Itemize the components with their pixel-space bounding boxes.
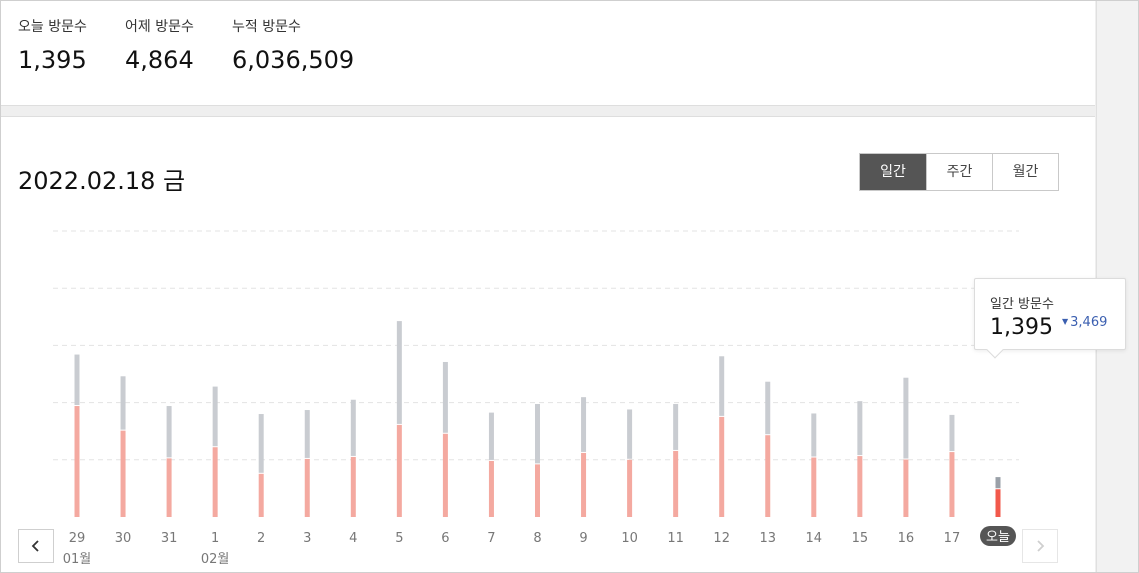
bar-total (581, 397, 587, 452)
x-tick-label: 12 (713, 531, 730, 546)
x-tick-label: 16 (898, 531, 915, 546)
tab-weekly[interactable]: 주간 (926, 154, 992, 190)
bar-total (396, 321, 402, 424)
yesterday-visits-label: 어제 방문수 (125, 19, 194, 35)
next-period-button[interactable] (1022, 529, 1058, 563)
bar-total (949, 414, 955, 452)
today-visits-stat: 오늘 방문수 1,395 (18, 16, 87, 74)
bar-segment (857, 456, 863, 517)
yesterday-visits-stat: 어제 방문수 4,864 (125, 16, 194, 74)
bar-total (765, 381, 771, 435)
bar-segment (442, 433, 448, 517)
bar-total (811, 413, 817, 457)
bar-segment (350, 456, 356, 517)
chevron-left-icon (31, 540, 39, 552)
month-label: 02월 (201, 552, 230, 567)
total-visits-label: 누적 방문수 (232, 19, 301, 35)
bar-total (857, 401, 863, 456)
month-label: 01월 (63, 552, 92, 567)
x-tick-label: 4 (349, 531, 357, 546)
x-tick-label: 1 (211, 531, 219, 546)
bar-total (74, 354, 80, 406)
bar-total (120, 376, 126, 430)
visits-chart-card: 2022.02.18 금 일간 주간 월간 29 30 31 1 2 3 4 5 6 7 8 9 10 1… (1, 116, 1095, 572)
bar-segment (120, 430, 126, 517)
x-tick-label: 31 (161, 531, 178, 546)
x-tick-label: 13 (759, 531, 776, 546)
tab-monthly[interactable]: 월간 (992, 154, 1058, 190)
bar-total (258, 414, 264, 473)
total-visits-value: 6,036,509 (232, 46, 355, 74)
bar-total (304, 410, 310, 458)
total-visits-stat: 누적 방문수 6,036,509 (232, 16, 354, 74)
tooltip-label: 일간 방문수 (990, 297, 1054, 312)
chart-date-title: 2022.02.18 금 (18, 167, 186, 195)
daily-visits-tooltip: 일간 방문수 1,395 ▼ 3,469 (974, 278, 1126, 359)
bar-total (212, 386, 218, 447)
x-tick-label: 15 (852, 531, 869, 546)
bar-segment (396, 424, 402, 517)
x-tick-label: 3 (303, 531, 311, 546)
visitor-stats-card: 오늘 방문수 1,395 어제 방문수 4,864 누적 방문수 6,036,5… (1, 1, 1095, 106)
bar-total (903, 377, 909, 459)
today-visits-label: 오늘 방문수 (18, 19, 87, 35)
bar-segment (949, 452, 955, 517)
today-badge (980, 526, 1016, 546)
bar-total (166, 406, 172, 458)
x-tick-label: 9 (579, 531, 587, 546)
today-visits-value: 1,395 (18, 46, 87, 74)
bar-segment (673, 450, 679, 517)
triangle-down-icon: ▼ (1062, 317, 1069, 326)
bar-segment (535, 464, 540, 517)
x-tick-label: 5 (395, 531, 403, 546)
x-tick-label: 29 (69, 531, 86, 546)
x-tick-label: 14 (806, 531, 823, 546)
x-tick-label: 10 (621, 531, 638, 546)
tab-daily[interactable]: 일간 (860, 154, 926, 190)
bar-total (627, 409, 633, 459)
prev-period-button[interactable] (18, 529, 54, 563)
period-tabs: 일간 주간 월간 (859, 153, 1059, 191)
bar-total (535, 404, 540, 464)
bar-segment (765, 435, 771, 517)
bar-total (442, 361, 448, 433)
bar-segment (212, 447, 218, 517)
x-tick-label: 8 (533, 531, 541, 546)
bar-total (488, 412, 494, 460)
x-tick-label: 6 (441, 531, 449, 546)
x-tick-label: 2 (257, 531, 265, 546)
x-tick-label: 30 (115, 531, 132, 546)
tooltip-delta-value: 3,469 (1070, 315, 1108, 330)
tooltip-value: 1,395 (990, 315, 1053, 340)
bar-total (350, 399, 356, 456)
bar-total (719, 356, 725, 416)
bar-total (995, 477, 1001, 489)
bar-segment (627, 459, 633, 517)
bar-segment (258, 473, 264, 517)
x-tick-label: 7 (487, 531, 495, 546)
bar-segment (811, 457, 817, 517)
bar-segment (581, 452, 587, 517)
chevron-right-icon (1037, 540, 1045, 552)
yesterday-visits-value: 4,864 (125, 46, 194, 74)
bar-segment (995, 489, 1001, 517)
bar-segment (488, 460, 494, 517)
bar-total (673, 404, 679, 450)
x-tick-label: 17 (944, 531, 961, 546)
tooltip-delta: ▼ 3,469 (1062, 315, 1107, 330)
bar-segment (74, 406, 80, 517)
bar-segment (304, 458, 310, 517)
bar-segment (166, 458, 172, 517)
x-tick-label: 11 (667, 531, 684, 546)
x-tick-label: 오늘 (986, 530, 1010, 545)
bar-segment (719, 416, 725, 517)
bar-segment (903, 459, 909, 517)
